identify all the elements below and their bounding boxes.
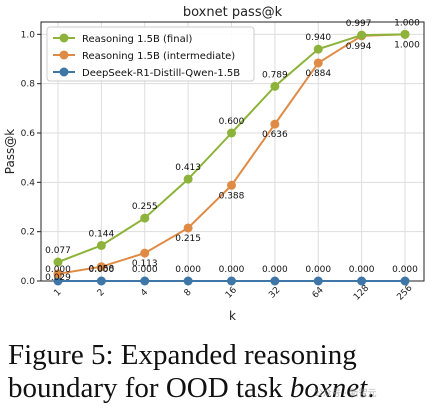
legend-label-intermediate: Reasoning 1.5B (intermediate) <box>82 51 235 62</box>
data-label-final: 0.600 <box>219 117 245 127</box>
data-label-final: 0.413 <box>175 163 201 173</box>
x-tick-label: 16 <box>224 285 239 300</box>
data-label-final: 0.077 <box>45 246 71 256</box>
data-point-final <box>357 30 367 40</box>
legend-box <box>46 26 255 82</box>
data-labels: 0.077 0.144 0.255 0.413 0.600 0.789 0.940 0.997… <box>45 18 420 283</box>
figure-caption: Figure 5: Expanded reasoning boundary fo… <box>8 339 436 405</box>
x-tick-label: 2 <box>96 287 107 298</box>
y-tick-label: 0.6 <box>21 129 36 139</box>
data-point-final <box>270 81 280 91</box>
data-label-distill: 0.000 <box>132 265 158 275</box>
pass-at-k-chart: 0.0 0.2 0.4 0.6 0.8 1.0 1 2 4 8 16 32 64 128 256 0.077… <box>3 5 425 323</box>
data-point-final <box>53 257 63 267</box>
legend-marker-intermediate <box>59 50 69 60</box>
caption-task-name: boxnet <box>289 372 368 404</box>
watermark: 公众号 · 新智元 <box>314 389 377 399</box>
axis-ticks: 0.0 0.2 0.4 0.6 0.8 1.0 1 2 4 8 16 32 64 128 256 <box>21 30 415 302</box>
chart-title: boxnet pass@k <box>183 5 283 20</box>
data-point-distill <box>183 276 193 286</box>
data-label-final: 0.940 <box>305 33 331 43</box>
data-point-final <box>140 213 150 223</box>
data-point-intermediate <box>96 262 106 272</box>
data-point-distill <box>313 276 323 286</box>
y-tick-label: 0.2 <box>21 228 35 238</box>
legend: Reasoning 1.5B (final) Reasoning 1.5B (in… <box>46 26 255 82</box>
x-tick-label: 64 <box>311 285 326 300</box>
data-label-intermediate: 0.215 <box>175 234 201 244</box>
data-label-final: 0.789 <box>262 70 288 80</box>
x-tick-label: 128 <box>352 283 371 302</box>
data-label-distill: 0.000 <box>349 265 375 275</box>
data-point-distill <box>400 276 410 286</box>
caption-line-1: Figure 5: Expanded reasoning <box>8 339 357 371</box>
data-point-distill <box>53 276 63 286</box>
data-point-intermediate <box>270 119 280 129</box>
x-tick-label: 256 <box>395 283 414 302</box>
data-label-final: 0.255 <box>132 202 158 212</box>
data-point-distill <box>140 276 150 286</box>
data-point-final <box>400 29 410 39</box>
data-label-final: 0.144 <box>88 229 114 239</box>
data-label-distill: 0.000 <box>392 265 418 275</box>
y-axis-label: Pass@k <box>3 129 17 175</box>
data-point-intermediate <box>53 269 63 279</box>
data-point-final <box>183 174 193 184</box>
data-label-intermediate: 0.636 <box>262 130 288 140</box>
series-final <box>53 29 410 267</box>
data-point-intermediate <box>140 248 150 258</box>
data-point-distill <box>357 276 367 286</box>
data-point-final <box>227 128 236 138</box>
caption-line-2-text: boundary for OOD task <box>8 372 290 404</box>
data-label-intermediate: 0.058 <box>88 265 114 275</box>
data-point-intermediate <box>313 58 323 68</box>
data-label-intermediate: 0.388 <box>219 191 245 201</box>
y-tick-label: 0.0 <box>21 277 36 287</box>
series-distill <box>53 276 410 286</box>
data-label-distill: 0.000 <box>305 265 331 275</box>
data-point-final <box>96 240 106 250</box>
legend-marker-final <box>59 33 69 43</box>
data-label-intermediate: 1.000 <box>394 40 420 50</box>
data-label-intermediate: 0.884 <box>305 69 331 79</box>
data-label-distill: 0.000 <box>219 265 245 275</box>
data-label-distill: 0.000 <box>88 265 114 275</box>
data-label-distill: 0.000 <box>45 265 71 275</box>
data-point-final <box>313 44 323 54</box>
data-label-final: 0.997 <box>346 19 372 29</box>
x-tick-label: 8 <box>183 287 194 298</box>
y-tick-label: 1.0 <box>21 30 36 40</box>
data-label-final: 1.000 <box>394 18 420 28</box>
caption-line-2: boundary for OOD task boxnet. <box>8 372 436 405</box>
legend-marker-distill <box>59 67 69 77</box>
y-tick-label: 0.4 <box>21 178 36 188</box>
legend-label-distill: DeepSeek-R1-Distill-Qwen-1.5B <box>82 68 240 79</box>
series-layer <box>53 29 410 286</box>
legend-label-final: Reasoning 1.5B (final) <box>82 34 192 45</box>
data-point-distill <box>270 276 280 286</box>
x-tick-label: 1 <box>52 287 63 298</box>
data-label-intermediate: 0.029 <box>45 273 71 283</box>
x-tick-label: 4 <box>139 287 150 298</box>
y-tick-label: 0.8 <box>21 80 36 90</box>
caption-period: . <box>367 372 375 404</box>
x-tick-label: 32 <box>267 285 282 300</box>
data-point-intermediate <box>227 180 236 190</box>
data-point-distill <box>227 276 236 286</box>
data-label-distill: 0.000 <box>175 265 201 275</box>
data-point-intermediate <box>183 223 193 233</box>
data-point-distill <box>96 276 106 286</box>
data-label-intermediate: 0.113 <box>132 259 158 269</box>
data-label-distill: 0.000 <box>262 265 288 275</box>
x-axis-label: k <box>229 309 236 323</box>
data-label-intermediate: 0.994 <box>346 42 372 52</box>
